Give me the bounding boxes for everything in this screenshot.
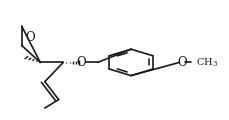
Text: O: O — [76, 56, 86, 69]
Text: O: O — [176, 56, 186, 69]
Text: $\mathregular{CH_3}$: $\mathregular{CH_3}$ — [195, 56, 217, 69]
Text: O: O — [25, 31, 35, 44]
